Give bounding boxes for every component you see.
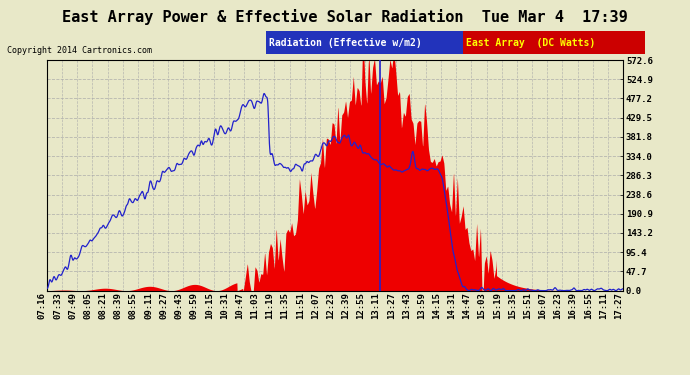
Text: 15:19: 15:19 [493,292,502,319]
Text: 09:11: 09:11 [144,292,153,319]
Text: 14:31: 14:31 [447,292,456,319]
Text: 07:49: 07:49 [68,292,77,319]
Text: 09:27: 09:27 [159,292,168,319]
Text: 12:23: 12:23 [326,292,335,319]
Text: 10:47: 10:47 [235,292,244,319]
Text: 10:15: 10:15 [205,292,214,319]
Text: 07:16: 07:16 [38,292,47,319]
Text: 13:59: 13:59 [417,292,426,319]
Text: 13:43: 13:43 [402,292,411,319]
Text: 16:23: 16:23 [553,292,562,319]
Text: 14:47: 14:47 [462,292,471,319]
Text: 08:55: 08:55 [129,292,138,319]
Text: 15:35: 15:35 [508,292,517,319]
Text: Copyright 2014 Cartronics.com: Copyright 2014 Cartronics.com [7,46,152,55]
Text: 12:07: 12:07 [310,292,320,319]
Text: 15:03: 15:03 [477,292,486,319]
Text: 09:59: 09:59 [190,292,199,319]
Text: 16:07: 16:07 [538,292,547,319]
Text: 11:35: 11:35 [281,292,290,319]
Text: 09:43: 09:43 [175,292,184,319]
Text: 17:11: 17:11 [599,292,608,319]
Text: 08:21: 08:21 [99,292,108,319]
Text: 08:39: 08:39 [114,292,123,319]
Text: 12:55: 12:55 [356,292,365,319]
Text: 07:33: 07:33 [53,292,62,319]
Text: 10:31: 10:31 [220,292,229,319]
Text: 16:55: 16:55 [584,292,593,319]
Text: 16:39: 16:39 [569,292,578,319]
Text: 12:39: 12:39 [341,292,350,319]
Text: 17:27: 17:27 [614,292,623,319]
Text: 11:19: 11:19 [266,292,275,319]
Text: 08:05: 08:05 [83,292,92,319]
Text: 14:15: 14:15 [432,292,441,319]
Text: 11:03: 11:03 [250,292,259,319]
Text: 13:11: 13:11 [371,292,380,319]
Text: East Array  (DC Watts): East Array (DC Watts) [466,38,595,48]
Text: 11:51: 11:51 [296,292,305,319]
Text: 13:27: 13:27 [386,292,395,319]
Text: 15:51: 15:51 [523,292,532,319]
Text: Radiation (Effective w/m2): Radiation (Effective w/m2) [269,38,422,48]
Text: East Array Power & Effective Solar Radiation  Tue Mar 4  17:39: East Array Power & Effective Solar Radia… [62,9,628,26]
